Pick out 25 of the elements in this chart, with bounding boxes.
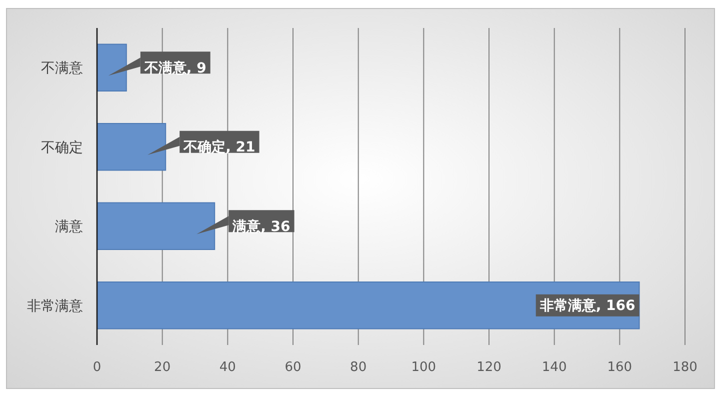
callout-label: 不确定, 21 bbox=[148, 130, 260, 156]
bar bbox=[96, 281, 640, 330]
y-tick-label: 满意 bbox=[55, 219, 83, 236]
bar bbox=[96, 122, 166, 171]
y-tick-label: 不满意 bbox=[41, 60, 83, 77]
x-tick-label: 100 bbox=[411, 360, 436, 375]
x-tick-label: 60 bbox=[284, 360, 302, 375]
x-tick-label: 180 bbox=[672, 360, 698, 375]
callout-label: 不满意, 9 bbox=[108, 52, 210, 76]
data-label: 非常满意, 166 bbox=[538, 297, 636, 314]
x-tick-label: 120 bbox=[476, 360, 502, 375]
y-tick-label: 不确定 bbox=[41, 140, 83, 156]
data-label: 满意, 36 bbox=[232, 218, 290, 235]
data-label: 不确定, 21 bbox=[182, 138, 256, 156]
x-tick-label: 40 bbox=[219, 360, 236, 375]
x-tick-label: 0 bbox=[92, 360, 102, 375]
x-tick-label: 160 bbox=[607, 360, 632, 375]
x-tick-label: 80 bbox=[350, 360, 367, 375]
x-tick-label: 20 bbox=[154, 360, 171, 375]
data-label: 不满意, 9 bbox=[143, 59, 206, 76]
x-tick-label: 140 bbox=[542, 360, 567, 375]
y-tick-label: 非常满意 bbox=[27, 298, 83, 314]
bar bbox=[96, 202, 216, 250]
callout-label: 满意, 36 bbox=[196, 210, 294, 235]
callout-label: 非常满意, 166 bbox=[536, 294, 640, 316]
